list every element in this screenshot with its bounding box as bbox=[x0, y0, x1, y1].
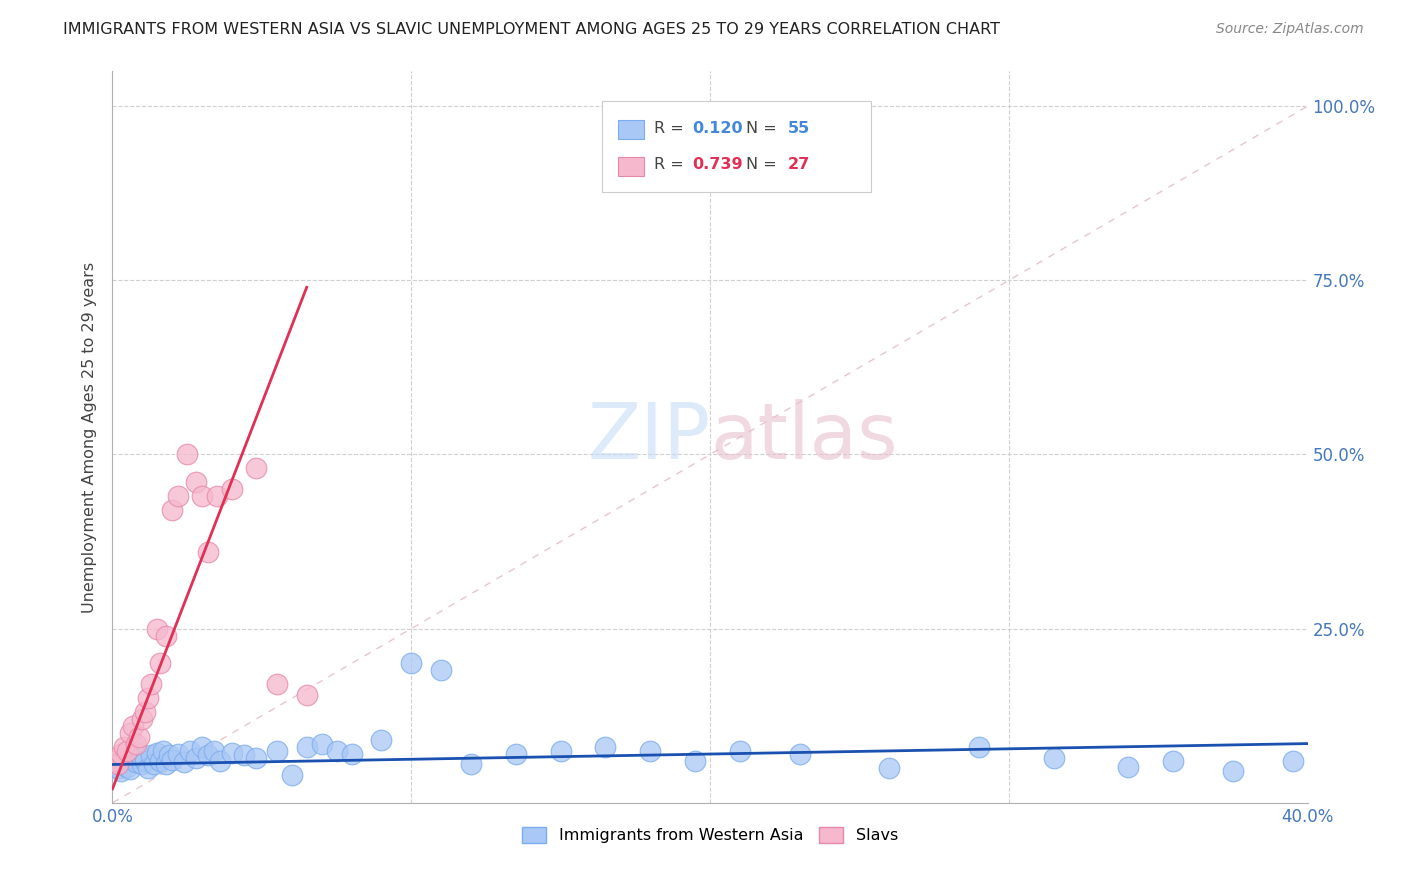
Point bbox=[167, 489, 190, 503]
Point bbox=[110, 747, 132, 761]
Text: IMMIGRANTS FROM WESTERN ASIA VS SLAVIC UNEMPLOYMENT AMONG AGES 25 TO 29 YEARS CO: IMMIGRANTS FROM WESTERN ASIA VS SLAVIC U… bbox=[63, 22, 1000, 37]
Point bbox=[149, 754, 172, 768]
Point bbox=[967, 740, 990, 755]
Point bbox=[325, 743, 347, 757]
Legend: Immigrants from Western Asia, Slavs: Immigrants from Western Asia, Slavs bbox=[516, 821, 904, 850]
Point bbox=[120, 726, 142, 740]
Point bbox=[146, 746, 169, 760]
Point bbox=[205, 489, 228, 503]
Point bbox=[595, 740, 617, 755]
FancyBboxPatch shape bbox=[619, 157, 644, 176]
Point bbox=[155, 629, 177, 643]
Text: Source: ZipAtlas.com: Source: ZipAtlas.com bbox=[1216, 22, 1364, 37]
Point bbox=[138, 761, 160, 775]
Point bbox=[138, 691, 160, 706]
Point bbox=[146, 622, 169, 636]
Point bbox=[125, 737, 148, 751]
Point bbox=[460, 757, 482, 772]
Point bbox=[179, 743, 201, 757]
Point bbox=[202, 743, 225, 757]
Point bbox=[155, 757, 177, 772]
Point bbox=[266, 743, 288, 757]
Point bbox=[430, 664, 453, 678]
Point bbox=[128, 730, 150, 744]
Point bbox=[550, 743, 572, 757]
Point bbox=[197, 545, 219, 559]
Point bbox=[107, 761, 129, 775]
Point bbox=[162, 503, 183, 517]
Point bbox=[107, 757, 129, 772]
Point bbox=[141, 748, 163, 763]
Point bbox=[683, 754, 706, 768]
Point bbox=[134, 754, 156, 768]
Point bbox=[104, 757, 127, 772]
Point bbox=[191, 489, 214, 503]
Point bbox=[176, 448, 198, 462]
Point bbox=[1222, 764, 1244, 779]
Point bbox=[728, 743, 751, 757]
Point bbox=[186, 750, 208, 764]
Point bbox=[122, 750, 145, 764]
Text: 27: 27 bbox=[787, 158, 810, 172]
Point bbox=[143, 757, 166, 772]
Point bbox=[879, 761, 901, 775]
Point bbox=[640, 743, 662, 757]
Point bbox=[134, 705, 156, 719]
Point bbox=[157, 748, 180, 763]
Point bbox=[233, 748, 256, 763]
Text: 0.120: 0.120 bbox=[692, 121, 742, 136]
Point bbox=[401, 657, 423, 671]
Point bbox=[1118, 759, 1140, 773]
Point bbox=[221, 483, 243, 497]
Point bbox=[505, 747, 527, 761]
FancyBboxPatch shape bbox=[603, 101, 872, 192]
Text: N =: N = bbox=[747, 158, 782, 172]
Point bbox=[131, 757, 153, 772]
Text: 0.739: 0.739 bbox=[692, 158, 742, 172]
Y-axis label: Unemployment Among Ages 25 to 29 years: Unemployment Among Ages 25 to 29 years bbox=[82, 261, 97, 613]
Point bbox=[114, 740, 135, 755]
Text: ZIP: ZIP bbox=[588, 399, 710, 475]
Point bbox=[141, 677, 163, 691]
Point bbox=[125, 756, 148, 770]
FancyBboxPatch shape bbox=[619, 120, 644, 139]
Text: R =: R = bbox=[654, 121, 689, 136]
Point bbox=[370, 733, 392, 747]
Point bbox=[1042, 750, 1064, 764]
Point bbox=[167, 747, 190, 761]
Point bbox=[186, 475, 208, 490]
Point bbox=[117, 759, 139, 773]
Point bbox=[162, 753, 183, 767]
Point bbox=[311, 737, 333, 751]
Point bbox=[281, 768, 304, 782]
Point bbox=[149, 657, 172, 671]
Point bbox=[128, 747, 150, 761]
Point bbox=[295, 688, 318, 702]
Text: 55: 55 bbox=[787, 121, 810, 136]
Point bbox=[120, 763, 142, 777]
Point bbox=[173, 756, 195, 770]
Point bbox=[122, 719, 145, 733]
Point bbox=[114, 754, 135, 768]
Point bbox=[197, 748, 219, 763]
Point bbox=[1161, 754, 1184, 768]
Point bbox=[266, 677, 288, 691]
Point bbox=[110, 764, 132, 779]
Point bbox=[191, 740, 214, 755]
Point bbox=[1281, 754, 1303, 768]
Text: N =: N = bbox=[747, 121, 782, 136]
Point bbox=[152, 743, 174, 757]
Point bbox=[340, 747, 363, 761]
Point bbox=[245, 750, 267, 764]
Text: R =: R = bbox=[654, 158, 689, 172]
Point bbox=[131, 712, 153, 726]
Point bbox=[117, 743, 139, 757]
Point bbox=[789, 747, 811, 761]
Text: atlas: atlas bbox=[710, 399, 897, 475]
Point bbox=[104, 754, 127, 768]
Point bbox=[245, 461, 267, 475]
Point bbox=[295, 740, 318, 755]
Point bbox=[209, 754, 232, 768]
Point bbox=[221, 746, 243, 760]
